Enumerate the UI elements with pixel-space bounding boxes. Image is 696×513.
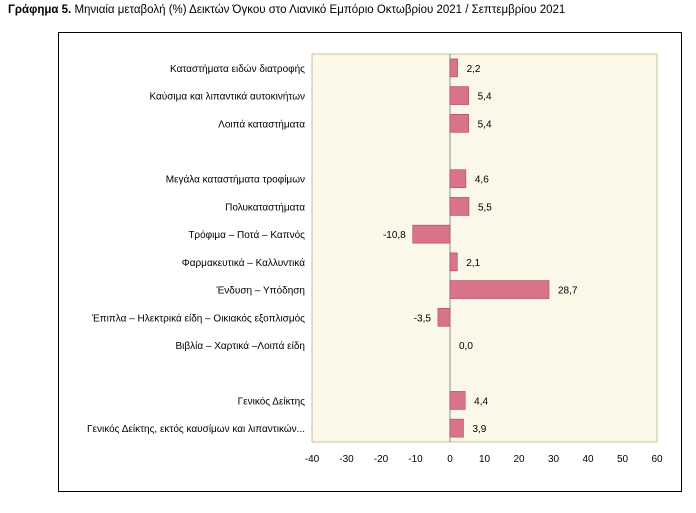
value-label: 5,5 bbox=[478, 202, 492, 213]
x-tick-label: 30 bbox=[548, 454, 560, 465]
value-label: 4,6 bbox=[475, 175, 489, 186]
chart-frame: Καταστήματα ειδών διατροφής 2,2 Καύσιμα κα… bbox=[58, 32, 682, 492]
bar bbox=[449, 113, 469, 133]
x-tick-label: 50 bbox=[617, 454, 629, 465]
bar bbox=[449, 418, 464, 438]
bar bbox=[449, 169, 467, 189]
category-label: Γενικός Δείκτης bbox=[238, 395, 306, 407]
x-tick-label: 40 bbox=[582, 454, 594, 465]
bar bbox=[449, 280, 550, 299]
bar bbox=[449, 252, 458, 272]
x-tick-label: -20 bbox=[374, 454, 389, 465]
category-label: Φαρμακευτικά – Καλλυντικά bbox=[182, 257, 305, 269]
chart-title-text: Μηνιαία μεταβολή (%) Δεικτών Όγκου στο Λ… bbox=[74, 4, 566, 16]
bar-chart: Καταστήματα ειδών διατροφής 2,2 Καύσιμα κα… bbox=[87, 53, 663, 465]
chart-title: Γράφημα 5. Μηνιαία μεταβολή (%) Δεικτών … bbox=[8, 4, 565, 16]
x-tick-label: 0 bbox=[447, 454, 453, 465]
x-tick-label: -40 bbox=[305, 454, 320, 465]
value-label: 5,4 bbox=[478, 92, 492, 103]
chart-title-number: Γράφημα 5. bbox=[8, 4, 72, 16]
bar bbox=[449, 391, 466, 410]
bar bbox=[412, 224, 451, 244]
value-label: 3,9 bbox=[472, 424, 486, 435]
value-label: 2,1 bbox=[466, 258, 480, 269]
category-label: Ένδυση – Υπόδηση bbox=[215, 285, 305, 297]
category-label: Λοιπά καταστήματα bbox=[218, 118, 305, 130]
x-tick-label: -10 bbox=[408, 454, 423, 465]
category-label: Μεγάλα καταστήματα τροφίμων bbox=[166, 174, 305, 186]
category-label: Βιβλία – Χαρτικά –Λοιπά είδη bbox=[175, 340, 305, 352]
value-label: 0,0 bbox=[459, 341, 473, 352]
x-tick-label: 20 bbox=[513, 454, 525, 465]
value-label: 5,4 bbox=[478, 119, 492, 130]
bar bbox=[437, 307, 451, 327]
bar bbox=[449, 197, 470, 216]
x-tick-label: 60 bbox=[651, 454, 663, 465]
category-label: Πολυκαταστήματα bbox=[225, 201, 305, 213]
x-tick-label: 10 bbox=[479, 454, 491, 465]
plot-area bbox=[311, 53, 658, 443]
category-label: Γενικός Δείκτης, εκτός καυσίμων και λιπα… bbox=[87, 423, 305, 435]
value-label: 4,4 bbox=[474, 396, 488, 407]
value-label: -3,5 bbox=[414, 313, 432, 324]
category-label: Καταστήματα ειδών διατροφής bbox=[170, 63, 305, 75]
value-label: -10,8 bbox=[383, 230, 406, 241]
category-label: Καύσιμα και λιπαντικά αυτοκινήτων bbox=[149, 91, 305, 103]
category-label: Τρόφιμα – Ποτά – Καπνός bbox=[188, 229, 305, 241]
bar bbox=[449, 58, 458, 78]
category-label: Έπιπλα – Ηλεκτρικά είδη – Οικιακός εξοπλ… bbox=[91, 312, 305, 324]
value-label: 2,2 bbox=[467, 64, 481, 75]
x-tick-label: -30 bbox=[339, 454, 354, 465]
value-label: 28,7 bbox=[558, 286, 578, 297]
bar bbox=[449, 86, 469, 105]
